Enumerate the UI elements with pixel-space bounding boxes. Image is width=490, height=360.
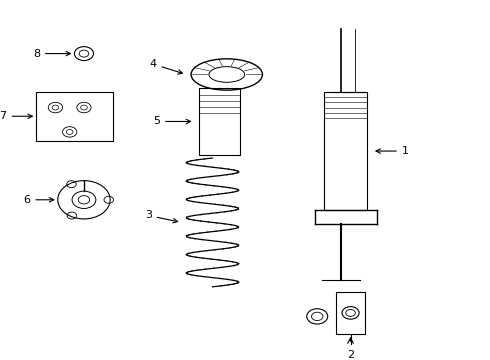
Text: 5: 5 xyxy=(153,117,191,126)
Text: 3: 3 xyxy=(145,211,177,223)
Text: 1: 1 xyxy=(376,146,409,156)
Text: 6: 6 xyxy=(24,195,54,205)
Bar xyxy=(336,292,365,334)
Bar xyxy=(324,92,367,210)
Bar xyxy=(199,89,240,154)
Text: 7: 7 xyxy=(0,111,32,121)
Text: 2: 2 xyxy=(347,350,354,360)
Text: 8: 8 xyxy=(33,49,71,59)
Bar xyxy=(36,92,113,141)
Text: 4: 4 xyxy=(149,59,182,74)
